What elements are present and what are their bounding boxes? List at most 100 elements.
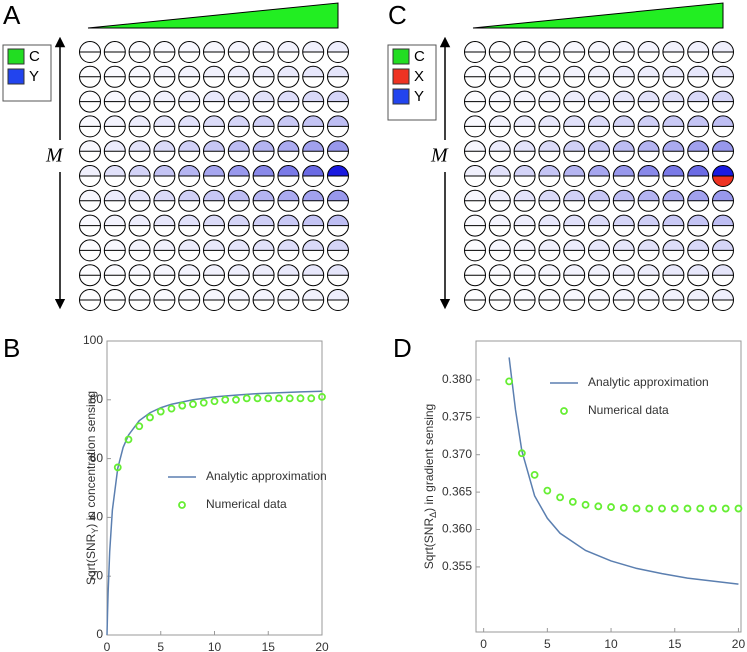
cell	[488, 65, 511, 88]
cell-top	[613, 165, 635, 176]
cell	[464, 115, 486, 138]
cell-top	[514, 91, 536, 102]
cell-outline	[687, 264, 710, 287]
cell-top	[327, 91, 349, 102]
y-axis-title-part: Δ	[428, 512, 438, 518]
cell-outline	[128, 115, 151, 138]
cell-top	[228, 115, 250, 127]
cell-top	[203, 264, 225, 276]
cell	[612, 90, 635, 113]
cell-top	[277, 289, 299, 300]
cell-outline	[488, 115, 511, 138]
cell-outline	[103, 189, 126, 212]
cell	[178, 214, 201, 237]
cell-outline	[538, 239, 561, 262]
cell-top	[613, 115, 635, 127]
x-tick-label: 10	[604, 637, 618, 651]
cell-outline	[203, 90, 225, 113]
cell	[277, 165, 300, 187]
cell-top	[712, 264, 734, 276]
cell-outline	[227, 90, 250, 113]
cell	[153, 239, 176, 262]
cell-outline	[687, 41, 710, 63]
cell	[277, 65, 300, 88]
panel-label: A	[3, 0, 21, 30]
cell	[178, 165, 201, 187]
cell	[277, 189, 300, 212]
data-point	[210, 397, 219, 406]
cell	[563, 115, 586, 138]
cell-top	[253, 140, 275, 152]
cell-outline	[563, 214, 586, 237]
cell-top	[153, 289, 175, 300]
cell-top	[104, 190, 126, 201]
cell-top	[563, 239, 585, 251]
cell	[637, 140, 660, 163]
cell-outline	[153, 65, 176, 88]
cell	[563, 140, 586, 163]
cell-top	[129, 165, 151, 176]
cell-outline	[252, 140, 275, 163]
cell-outline	[128, 264, 151, 287]
cell-top	[662, 115, 684, 127]
cell-top	[588, 91, 610, 102]
cell	[712, 90, 734, 113]
cell-top	[563, 215, 585, 226]
cell-outline	[712, 189, 734, 212]
cell-top	[613, 289, 635, 300]
cell	[637, 165, 660, 187]
cell	[302, 90, 325, 113]
cell-top	[129, 140, 151, 152]
cell	[227, 140, 250, 163]
cell-outline	[227, 239, 250, 262]
cell	[662, 115, 685, 138]
cell-outline	[712, 140, 734, 163]
cell	[637, 65, 660, 88]
cell-outline	[128, 289, 151, 311]
cell-outline	[302, 239, 325, 262]
cell-outline	[128, 65, 151, 88]
cell-outline	[103, 289, 126, 311]
cell-top	[514, 66, 536, 77]
cell-top	[588, 66, 610, 77]
cell-top	[203, 239, 225, 251]
cell	[563, 264, 586, 287]
data-point	[285, 394, 294, 403]
cell	[588, 65, 610, 88]
cell-outline	[563, 189, 586, 212]
cell	[712, 41, 734, 63]
cell-outline	[612, 90, 635, 113]
cell-top	[588, 41, 610, 52]
cell-top	[129, 215, 151, 226]
cell-top	[277, 66, 299, 77]
cell-outline	[203, 264, 225, 287]
cell-top	[464, 289, 486, 300]
cell-outline	[612, 239, 635, 262]
cell-top	[687, 91, 709, 102]
cell-top	[153, 264, 175, 276]
cell-outline	[687, 140, 710, 163]
cell	[128, 165, 151, 187]
cell	[612, 165, 635, 187]
cell-top	[662, 66, 684, 77]
cell-outline	[563, 140, 586, 163]
y-axis-title: Sqrt(SNRY) in concentration sensing	[84, 391, 100, 585]
cell-outline	[252, 214, 275, 237]
cell	[153, 140, 176, 163]
cell-top	[79, 190, 101, 201]
cell-top	[538, 190, 560, 201]
cell-top	[489, 264, 511, 276]
cell	[227, 90, 250, 113]
data-point	[296, 394, 305, 403]
cell-outline	[277, 115, 300, 138]
cell-top	[638, 289, 660, 300]
cell-outline	[538, 165, 561, 187]
cell-top	[178, 140, 200, 152]
cell-top	[712, 215, 734, 226]
cell-top	[662, 190, 684, 201]
axis-symbol: M	[430, 145, 449, 167]
cell-outline	[277, 165, 300, 187]
cell	[79, 115, 101, 138]
cell-top	[464, 140, 486, 152]
